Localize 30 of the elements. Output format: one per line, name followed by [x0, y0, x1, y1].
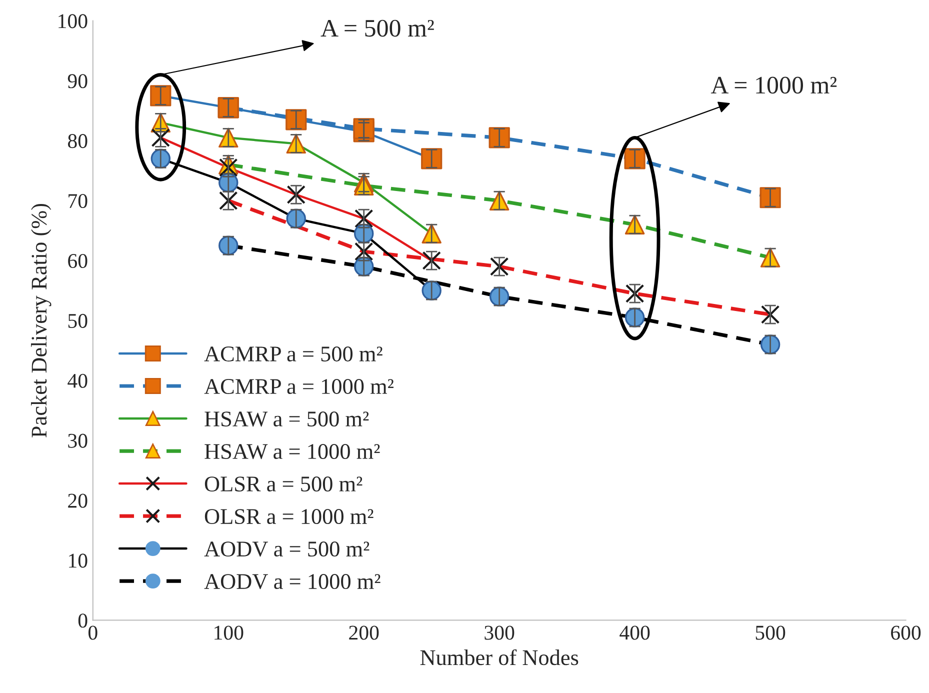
y-tick-label: 40 [68, 374, 88, 388]
x-axis-title: Number of Nodes [420, 649, 578, 666]
legend-label: HSAW a = 500 m² [204, 412, 369, 427]
x-tick-label: 100 [214, 626, 244, 640]
legend-label: HSAW a = 1000 m² [204, 444, 380, 460]
legend-label: AODV a = 1000 m² [204, 574, 380, 590]
legend-label: ACMRP a = 1000 m² [204, 378, 394, 394]
legend-label: ACMRP a = 500 m² [204, 346, 382, 362]
y-tick-label: 90 [68, 74, 88, 88]
x-tick-label: 200 [349, 626, 379, 640]
x-tick-label: 0 [88, 626, 98, 640]
x-tick-label: 300 [484, 626, 514, 640]
legend-label: AODV a = 500 m² [204, 542, 370, 557]
y-tick-label: 60 [68, 254, 88, 268]
y-tick-label: 100 [58, 14, 88, 28]
y-tick-label: 70 [68, 194, 88, 208]
y-axis-title: Packet Delivery Ratio (%) [31, 204, 52, 438]
y-tick-label: 0 [78, 614, 88, 628]
legend-label: OLSR a = 500 m² [204, 476, 362, 492]
y-tick-label: 10 [69, 554, 88, 568]
x-tick-label: 500 [756, 626, 786, 640]
annotation: A = 500 m² [320, 20, 434, 37]
y-tick-label: 20 [68, 494, 88, 508]
legend-label: OLSR a = 1000 m² [204, 509, 374, 524]
annotation: A = 1000 m² [710, 76, 837, 94]
x-tick-label: 600 [891, 626, 921, 640]
y-tick-label: 80 [68, 134, 88, 148]
x-tick-label: 400 [620, 626, 650, 640]
y-tick-label: 50 [68, 314, 88, 328]
y-tick-label: 30 [68, 434, 88, 448]
